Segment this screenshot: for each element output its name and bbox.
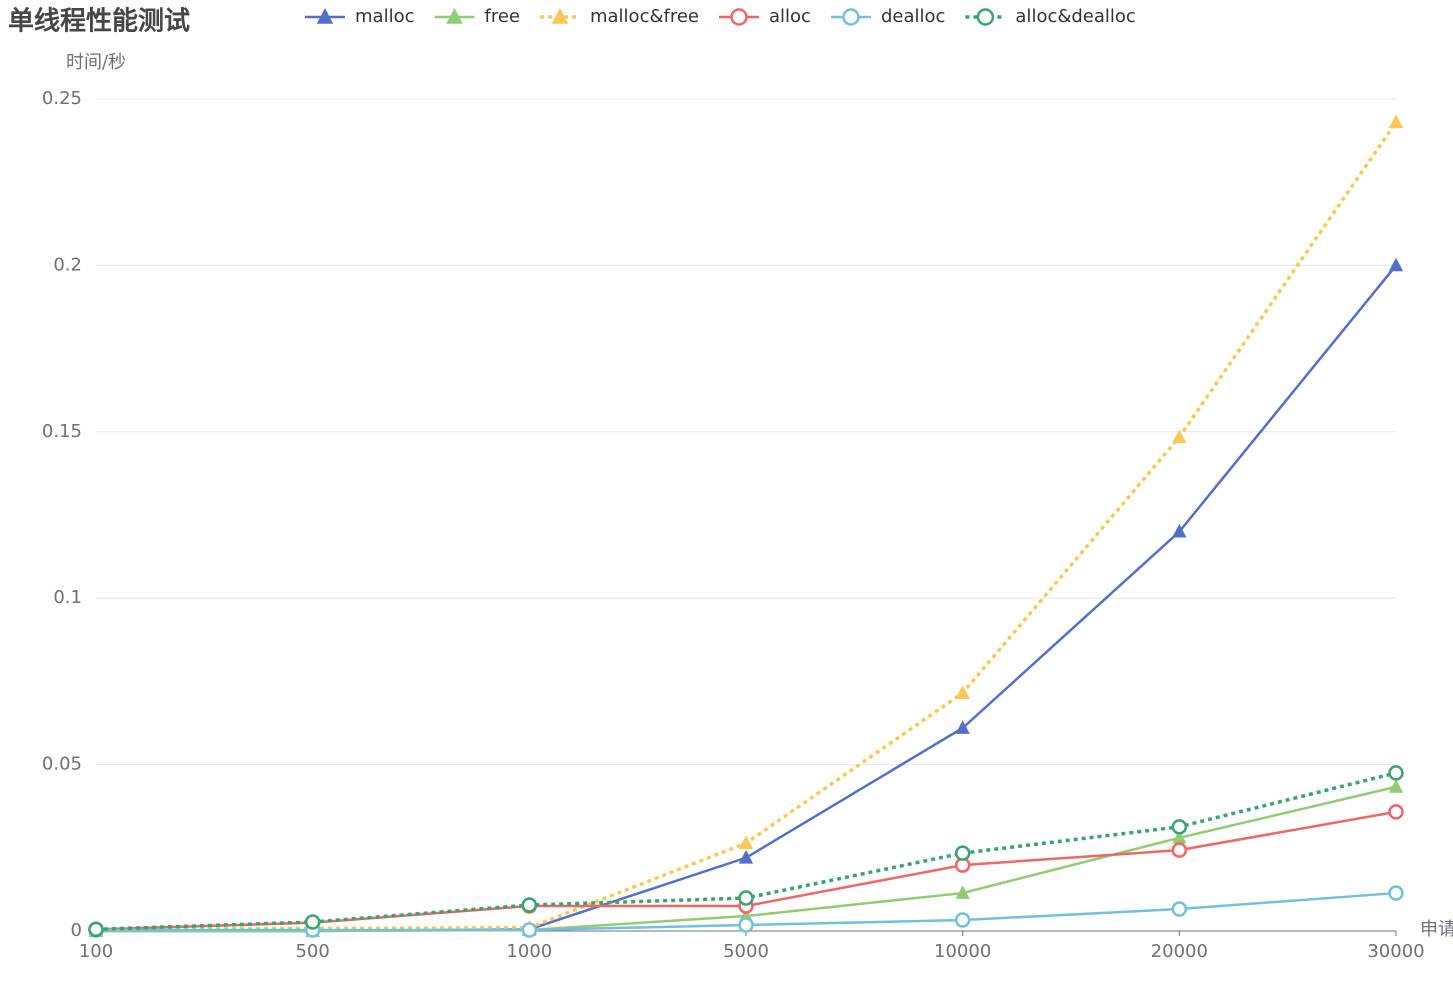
marker [954, 845, 971, 861]
marker [304, 914, 321, 930]
marker [1388, 804, 1404, 820]
x-tick-label: 10000 [934, 941, 991, 962]
marker [1172, 830, 1187, 844]
marker [1172, 523, 1187, 538]
legend-item[interactable]: alloc [719, 6, 811, 27]
marker [730, 8, 748, 26]
legend-item[interactable]: alloc&dealloc [965, 6, 1136, 27]
legend-label: free [484, 6, 520, 27]
marker [521, 897, 538, 913]
marker [1388, 765, 1404, 781]
y-tick-label: 0.15 [42, 421, 82, 442]
marker [1388, 885, 1404, 901]
marker [521, 922, 538, 938]
y-tick-label: 0 [71, 920, 82, 941]
y-tick-label: 0.2 [53, 254, 82, 275]
marker [955, 685, 970, 699]
legend-item[interactable]: free [434, 6, 520, 27]
marker [1388, 257, 1404, 272]
y-axis-label: 时间/秒 [66, 52, 126, 73]
marker [1388, 779, 1404, 793]
marker [1172, 429, 1187, 443]
marker [1171, 842, 1188, 858]
marker [955, 720, 970, 734]
legend-label: alloc [769, 6, 811, 27]
marker [1388, 114, 1404, 129]
legend-label: alloc&dealloc [1015, 6, 1135, 27]
legend-label: malloc [355, 6, 414, 27]
x-tick-label: 500 [295, 941, 329, 962]
x-tick-label: 1000 [506, 941, 552, 962]
marker [955, 885, 970, 899]
marker [738, 890, 754, 906]
y-tick-label: 0.05 [42, 754, 82, 775]
marker [316, 8, 334, 24]
x-tick-label: 30000 [1367, 941, 1424, 962]
chart-title: 单线程性能测试 [8, 6, 190, 37]
y-tick-label: 0.25 [42, 88, 82, 109]
x-tick-label: 100 [79, 941, 113, 962]
x-tick-label: 20000 [1151, 941, 1208, 962]
y-tick-label: 0.1 [53, 587, 82, 608]
legend-item[interactable]: dealloc [830, 6, 945, 27]
legend-item[interactable]: malloc&free [539, 6, 699, 27]
marker [551, 8, 569, 24]
marker [976, 8, 995, 26]
marker [738, 849, 754, 864]
legend-item[interactable]: malloc [305, 6, 414, 27]
marker [1171, 819, 1188, 835]
marker [446, 8, 463, 24]
marker [842, 8, 860, 26]
series-line [95, 121, 1398, 932]
marker [738, 835, 754, 849]
legend-label: dealloc [881, 6, 945, 27]
marker [954, 912, 971, 928]
marker [88, 921, 104, 938]
legend-label: malloc&free [590, 6, 699, 27]
marker [1171, 901, 1188, 917]
x-axis-label: 申请 [1420, 919, 1453, 940]
x-tick-label: 5000 [723, 941, 769, 962]
marker [738, 917, 754, 933]
